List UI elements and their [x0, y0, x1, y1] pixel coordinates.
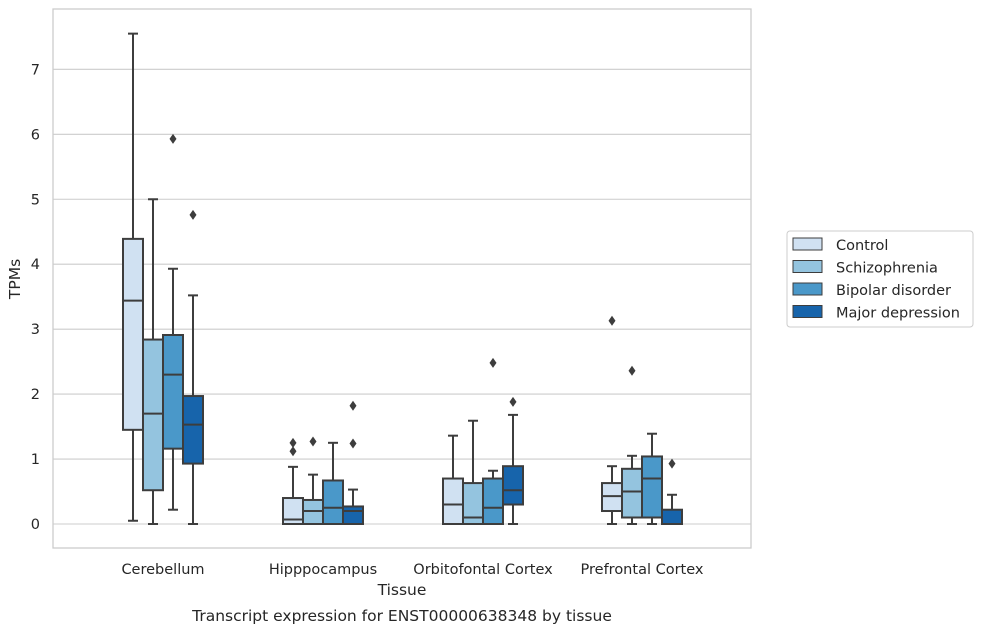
- box-iqr: [122, 237, 144, 431]
- y-tick-label: 0: [31, 517, 40, 533]
- legend-swatch: [792, 305, 823, 318]
- box-iqr: [442, 477, 464, 526]
- box-2-0: [442, 434, 464, 526]
- outlier-point: [349, 438, 357, 449]
- box-iqr: [621, 467, 643, 519]
- legend: Control Schizophrenia Bipolar disorder Majo…: [786, 230, 974, 328]
- legend-label: Bipolar disorder: [836, 283, 951, 299]
- outlier-point: [668, 458, 676, 469]
- box-0-3: [182, 209, 204, 525]
- outlier-point: [309, 436, 317, 447]
- box-iqr: [502, 465, 524, 506]
- x-tick-label: Hipppocampus: [269, 562, 377, 578]
- x-tick-label: Orbitofontal Cortex: [413, 562, 553, 578]
- box-iqr: [162, 333, 184, 450]
- legend-label: Control: [836, 238, 888, 254]
- y-tick-labels: 0 1 2 3 4 5 6 7: [31, 62, 40, 533]
- box-iqr: [342, 505, 364, 525]
- box-0-2: [162, 133, 184, 511]
- box-2-2: [482, 357, 504, 526]
- y-tick-label: 5: [31, 192, 40, 208]
- outlier-point: [289, 446, 297, 457]
- box-iqr: [482, 477, 504, 526]
- legend-swatch: [792, 237, 823, 251]
- box-0-1: [142, 198, 164, 525]
- box-iqr: [661, 508, 683, 525]
- outlier-point: [608, 315, 616, 326]
- legend-label: Schizophrenia: [836, 261, 938, 277]
- outlier-point: [349, 400, 357, 411]
- y-tick-label: 6: [31, 127, 40, 143]
- box-iqr: [322, 479, 344, 525]
- x-tick-label: Prefrontal Cortex: [581, 562, 704, 578]
- legend-frame: [786, 230, 974, 328]
- outlier-point: [169, 133, 177, 144]
- box-1-2: [322, 441, 344, 525]
- box-3-1: [621, 365, 643, 525]
- box-0-0: [122, 32, 144, 522]
- chart-caption: Transcript expression for ENST0000063834…: [191, 607, 612, 625]
- box-2-1: [462, 419, 484, 526]
- y-tick-label: 1: [31, 452, 40, 468]
- outlier-point: [628, 365, 636, 376]
- box-3-0: [601, 315, 623, 525]
- x-axis-label: Tissue: [377, 581, 427, 599]
- outlier-point: [189, 209, 197, 220]
- y-axis-label: TPMs: [6, 259, 24, 300]
- box-3-2: [641, 432, 663, 525]
- box-series: [122, 32, 683, 526]
- x-tick-label: Cerebellum: [121, 562, 204, 578]
- box-1-3: [342, 400, 364, 525]
- box-3-3: [661, 458, 683, 525]
- box-iqr: [182, 395, 204, 465]
- x-tick-labels: Cerebellum Hipppocampus Orbitofontal Corte…: [121, 562, 703, 578]
- outlier-point: [489, 357, 497, 368]
- y-tick-label: 4: [31, 257, 40, 273]
- box-2-3: [502, 396, 524, 525]
- plot-frame: [52, 8, 752, 549]
- y-tick-label: 7: [31, 62, 40, 78]
- box-iqr: [641, 455, 663, 519]
- y-tick-label: 3: [31, 322, 40, 338]
- outlier-point: [289, 437, 297, 448]
- box-1-1: [302, 436, 324, 526]
- y-tick-label: 2: [31, 387, 40, 403]
- outlier-point: [509, 396, 517, 407]
- box-iqr: [142, 338, 164, 492]
- legend-swatch: [792, 282, 823, 296]
- legend-swatch: [792, 260, 823, 273]
- box-1-0: [282, 437, 304, 525]
- legend-label: Major depression: [836, 306, 960, 322]
